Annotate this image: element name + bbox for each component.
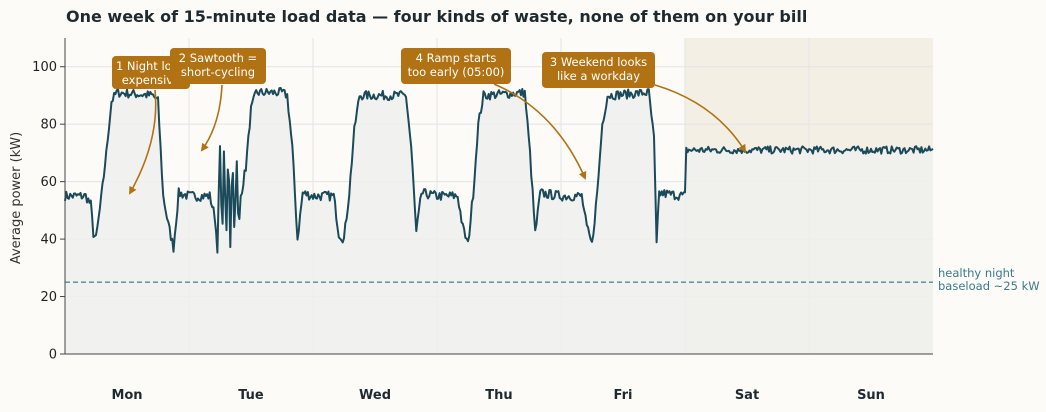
annotation-text-1-2: expensive (122, 73, 180, 87)
annotation-text-1-1: 1 Night load (116, 59, 186, 73)
annotation-text-4-1: 4 Ramp starts (416, 51, 497, 65)
y-axis-label: Average power (kW) (9, 132, 24, 264)
annotation-text-3-1: 3 Weekend looks (550, 55, 647, 69)
annotation-arrow-1 (129, 89, 157, 195)
annotation-box-2 (170, 48, 266, 84)
baseload-label-line-2: baseload ~25 kW (938, 279, 1040, 293)
annotation-text-2-2: short-cycling (181, 65, 255, 79)
y-tick-label-0: 0 (49, 348, 57, 363)
y-tick-label-80: 80 (40, 118, 57, 133)
annotation-text-2-1: 2 Sawtooth = (179, 51, 257, 65)
y-tick-label-40: 40 (40, 233, 57, 248)
baseload-label-line-1: healthy night (938, 266, 1015, 280)
y-tick-label-20: 20 (40, 290, 57, 305)
annotation-text-3-2: like a workday (557, 69, 640, 83)
annotation-arrow-4 (493, 83, 587, 180)
annotation-box-3 (542, 52, 655, 88)
day-label-sat: Sat (735, 388, 759, 403)
y-tick-label-100: 100 (32, 60, 57, 75)
load-area-fill (65, 88, 933, 354)
annotation-2: 2 Sawtooth =short-cycling (170, 48, 266, 152)
annotation-box-4 (401, 48, 511, 84)
day-label-fri: Fri (614, 388, 633, 403)
day-label-thu: Thu (485, 388, 512, 403)
day-label-tue: Tue (238, 388, 264, 403)
y-tick-label-60: 60 (40, 175, 57, 190)
chart-title: One week of 15-minute load data — four k… (66, 7, 807, 26)
day-label-mon: Mon (111, 388, 142, 403)
day-label-wed: Wed (359, 388, 391, 403)
load-line (64, 87, 934, 254)
annotation-arrow-3 (654, 84, 747, 153)
annotation-arrow-2 (200, 84, 223, 152)
day-label-sun: Sun (857, 388, 885, 403)
annotation-text-4-2: too early (05:00) (408, 65, 505, 79)
